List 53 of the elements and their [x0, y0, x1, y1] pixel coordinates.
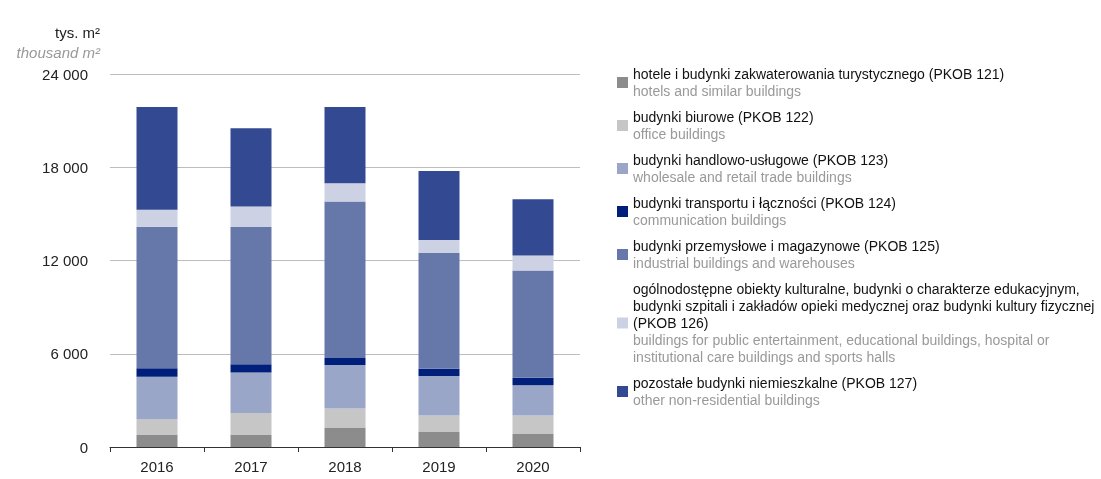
legend-label: pozostałe budynki niemieszkalne (PKOB 127) other non-residential buildings [633, 375, 918, 408]
bar [512, 385, 554, 416]
bar [324, 106, 366, 184]
bar [230, 435, 272, 447]
y-tick-label: 12 000 [42, 252, 88, 269]
bar [136, 226, 178, 369]
bar [230, 128, 272, 207]
bar [324, 358, 366, 366]
bar [418, 170, 460, 240]
bar [136, 419, 178, 436]
bar [324, 201, 366, 359]
legend-label: budynki transportu i łączności (PKOB 124) communication buildings [633, 195, 897, 228]
bar [512, 199, 554, 256]
x-tick-label: 2019 [422, 458, 456, 475]
bar [230, 206, 272, 227]
bar [324, 183, 366, 202]
bar [418, 375, 460, 416]
bar [230, 372, 272, 414]
legend-label: budynki biurowe (PKOB 122) office buildings [633, 109, 814, 142]
x-tick-label: 2016 [140, 458, 174, 475]
x-tick-label: 2018 [328, 458, 362, 475]
bar [136, 106, 178, 210]
legend-label: ogólnodostępne obiekty kulturalne, budynki o charakterze edukacyjnym, budynki szpitali i zakładów opieki medycznej oraz budynki kultury fizycznej (PKOB 126) buildings for public entertainment, educational buildings, hospital or institutional care buildings and sports halls [633, 281, 1095, 365]
bar [512, 415, 554, 434]
y-tick-label: 0 [79, 438, 88, 456]
y-tick-label: 24 000 [42, 65, 88, 83]
legend-label: budynki przemysłowe i magazynowe (PKOB 125) industrial buildings and warehouses [633, 238, 940, 271]
x-tick-label: 2017 [234, 458, 268, 475]
bar [512, 270, 554, 378]
bar [512, 255, 554, 271]
bar [324, 365, 366, 409]
legend-label: hotele i budynki zakwaterowania turystycznego (PKOB 121) hotels and similar buildings [633, 66, 1005, 99]
bar [512, 433, 554, 447]
bar [324, 427, 366, 447]
y-tick-label: 6 000 [50, 345, 88, 363]
legend-label: budynki handlowo-usługowe (PKOB 123) wholesale and retail trade buildings [632, 152, 889, 185]
bar [418, 253, 460, 369]
y-axis-title: tys. m² thousand m² [16, 23, 101, 61]
bar [136, 368, 178, 377]
bar [418, 431, 460, 447]
bar [230, 413, 272, 436]
bar [324, 408, 366, 428]
bar [230, 364, 272, 373]
bar [230, 226, 272, 365]
bar [418, 368, 460, 376]
bar [136, 435, 178, 447]
bar [136, 209, 178, 227]
bar [512, 377, 554, 386]
bar [418, 239, 460, 254]
y-tick-label: 18 000 [42, 158, 88, 176]
x-tick-label: 2020 [516, 458, 550, 475]
bar [418, 415, 460, 432]
bar [136, 376, 178, 420]
